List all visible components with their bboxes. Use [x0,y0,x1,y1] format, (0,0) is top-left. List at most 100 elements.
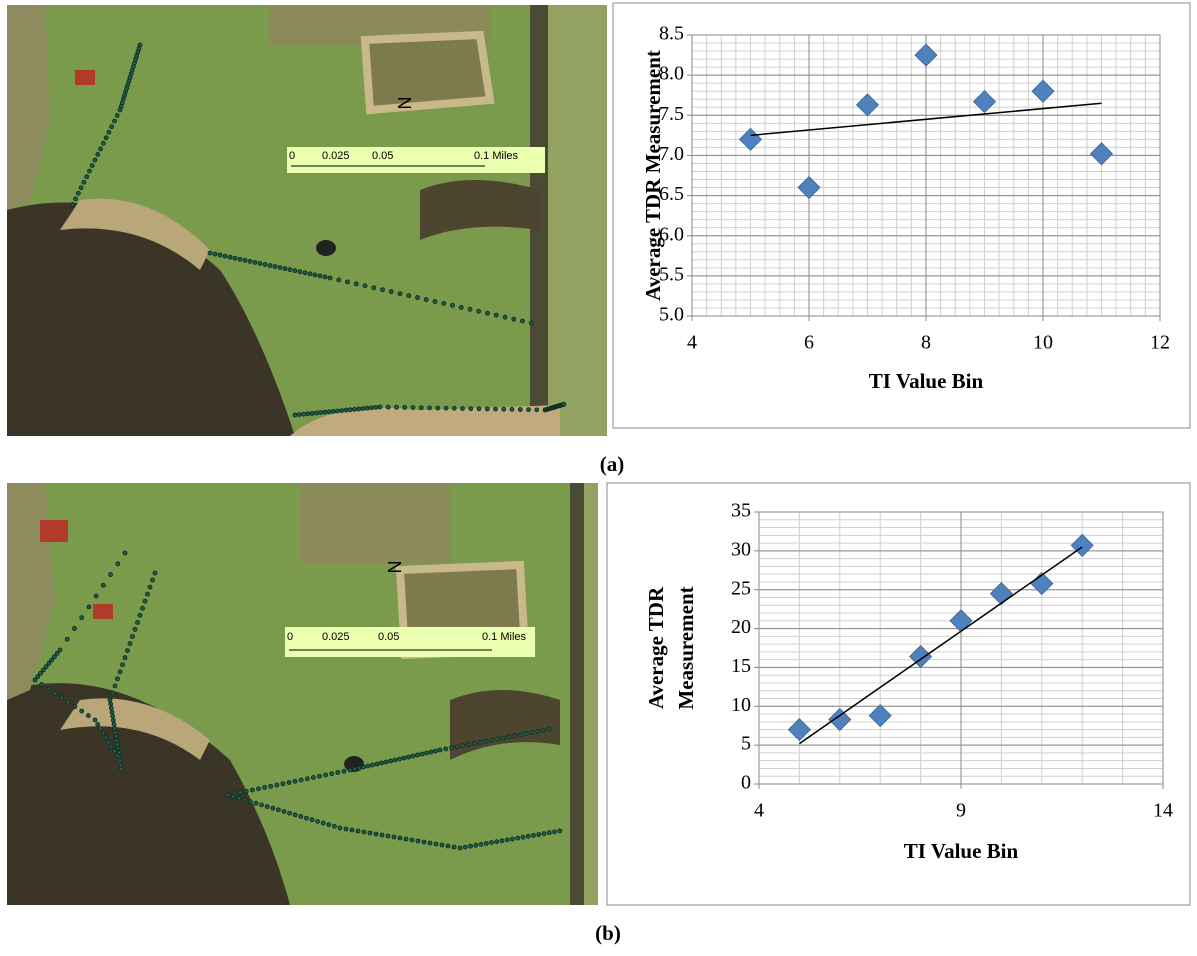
panel-label: (b) [595,921,621,945]
gps-point [318,410,323,416]
gps-point [52,690,58,696]
scale-label: 0 [287,631,293,643]
gps-point [252,259,258,265]
gps-point [373,404,379,410]
x-tick-label: 4 [687,332,697,354]
gps-point [336,277,342,283]
gps-point [466,742,472,747]
data-point [787,718,811,742]
gps-point [458,304,464,310]
gps-point [374,761,380,767]
gps-point [365,763,371,769]
gps-point [122,550,128,556]
gps-point [561,401,567,407]
gps-point [330,408,336,414]
gps-point [122,655,128,661]
gps-point [225,792,231,798]
gps-point [89,163,95,168]
gps-point [534,407,540,413]
data-point [868,704,892,728]
gps-point [557,828,563,834]
gps-point [112,730,118,735]
gps-point [477,739,483,745]
gps-point [135,619,140,625]
y-tick-label: 5.5 [659,263,684,285]
data-point [972,90,997,114]
gps-point [424,750,429,756]
y-axis-title: Average TDR Measurement [641,50,665,301]
gps-point [512,733,518,739]
gps-point [237,256,243,262]
gps-point [500,735,506,741]
gps-point [114,753,120,758]
scale-label: 0.025 [322,631,350,643]
gps-point [443,405,449,411]
gps-point [535,728,541,734]
gps-point [73,196,78,202]
gps-point [320,820,326,826]
gps-point [377,404,383,410]
y-tick-label: 20 [731,616,751,638]
gps-point [518,732,523,737]
gps-point [282,266,288,272]
y-tick-label: 7.5 [659,103,684,125]
gps-point [147,584,153,590]
gps-point [117,669,123,675]
gps-point [410,405,416,411]
gps-point [326,409,332,415]
gps-point [495,736,500,742]
gps-point [494,839,500,845]
gps-point [406,754,411,760]
gps-point [108,572,113,577]
gps-point [262,262,268,267]
gps-point [454,744,460,750]
gps-point [118,762,124,768]
gps-point [242,797,248,803]
plot-area [691,34,1161,317]
gps-point [541,727,546,733]
gps-point [402,405,408,410]
data-point [909,644,933,669]
gps-point [272,264,278,269]
gps-point [343,826,349,832]
gps-point [437,747,443,753]
gps-point [388,758,393,764]
gps-point [419,751,425,757]
gps-point [510,836,515,842]
gps-point [468,843,473,849]
gps-point [78,185,84,191]
gps-point [468,406,474,412]
gps-point [523,731,529,736]
gps-point [418,405,424,411]
gps-point [312,272,318,278]
gps-point [118,766,124,772]
gps-point [525,833,531,839]
gps-point [110,713,116,719]
gps-point [335,770,341,775]
gps-point [92,717,98,723]
gps-point [106,739,112,745]
gps-point [361,829,367,835]
gps-point [451,844,457,850]
gps-point [112,118,117,124]
gps-point [379,760,384,766]
gps-point [110,690,115,696]
gps-point [515,835,521,841]
gps-point [476,406,482,412]
scale-label: 0 [289,150,295,162]
gps-point [79,708,85,714]
gps-point [520,834,526,840]
gps-point [120,662,125,668]
gps-point [65,699,71,705]
data-point [797,175,821,200]
gps-point [262,785,268,790]
gps-point [345,279,350,285]
gps-point [286,780,292,785]
gps-point [114,738,120,743]
gps-point [433,841,439,847]
gps-point [337,825,343,831]
gps-point [450,303,455,308]
gps-point [115,676,120,682]
gps-point [397,756,402,762]
